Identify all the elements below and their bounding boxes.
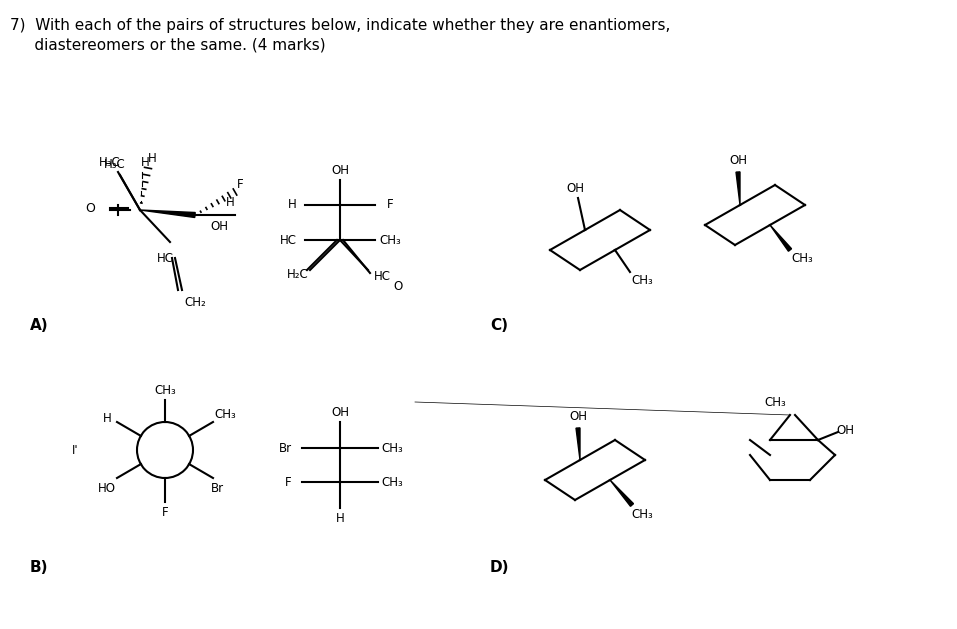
Text: OH: OH — [331, 406, 349, 418]
Text: F: F — [387, 199, 393, 211]
Polygon shape — [736, 172, 740, 205]
Text: OH: OH — [569, 409, 587, 423]
Text: O: O — [393, 281, 403, 294]
Text: F: F — [236, 177, 243, 191]
Text: H: H — [288, 199, 297, 211]
Polygon shape — [576, 428, 580, 460]
Text: I': I' — [72, 443, 78, 457]
Text: CH₃: CH₃ — [214, 408, 235, 421]
Text: CH₃: CH₃ — [791, 252, 812, 265]
Text: H₃C: H₃C — [104, 159, 126, 172]
Text: H: H — [141, 155, 149, 169]
Polygon shape — [770, 225, 791, 251]
Text: Br: Br — [211, 482, 224, 494]
Text: diastereomers or the same. (4 marks): diastereomers or the same. (4 marks) — [10, 38, 325, 53]
Text: F: F — [162, 506, 168, 518]
Text: OH: OH — [566, 182, 584, 194]
Polygon shape — [140, 210, 195, 218]
Text: D): D) — [490, 560, 509, 575]
Text: H₂C: H₂C — [287, 269, 309, 282]
Text: CH₃: CH₃ — [381, 442, 403, 455]
Text: H₃C: H₃C — [100, 155, 121, 169]
Text: 7)  With each of the pairs of structures below, indicate whether they are enanti: 7) With each of the pairs of structures … — [10, 18, 670, 33]
Text: OH: OH — [210, 220, 228, 233]
Text: HC: HC — [157, 252, 173, 265]
Text: OH: OH — [836, 423, 854, 437]
Text: CH₃: CH₃ — [381, 476, 403, 489]
Text: H: H — [102, 411, 111, 425]
Polygon shape — [610, 480, 634, 506]
Text: CH₃: CH₃ — [764, 396, 786, 408]
Text: H: H — [147, 152, 156, 165]
Text: F: F — [284, 476, 291, 489]
Text: B): B) — [30, 560, 49, 575]
Text: CH₃: CH₃ — [379, 233, 401, 247]
Text: CH₃: CH₃ — [631, 274, 653, 286]
Text: CH₃: CH₃ — [154, 384, 176, 396]
Text: CH₃: CH₃ — [631, 508, 653, 521]
Text: HC: HC — [279, 233, 297, 247]
Text: OH: OH — [331, 164, 349, 177]
Text: H: H — [226, 196, 234, 208]
Text: CH₂: CH₂ — [184, 296, 206, 308]
Text: A): A) — [30, 318, 49, 333]
Text: C): C) — [490, 318, 508, 333]
Text: H: H — [336, 511, 345, 525]
Text: Br: Br — [278, 442, 292, 455]
Text: OH: OH — [729, 153, 747, 167]
Text: HO: HO — [98, 482, 116, 494]
Text: HC: HC — [373, 270, 390, 284]
Text: O: O — [85, 201, 95, 214]
